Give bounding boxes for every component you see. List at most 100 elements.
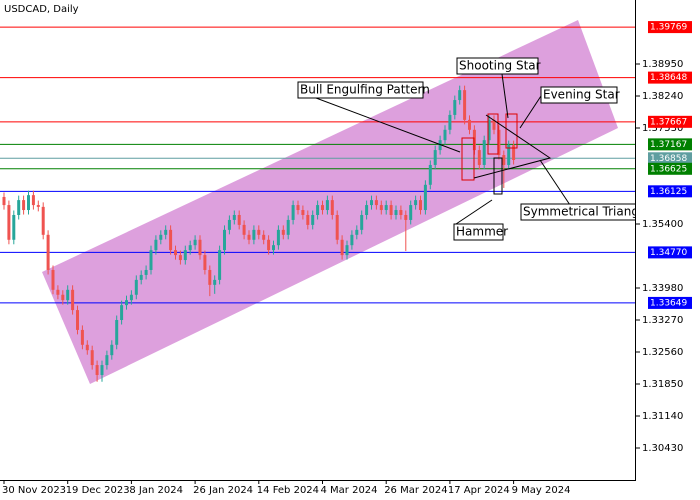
candle-body: [374, 200, 378, 206]
candle-body: [2, 196, 6, 206]
arrow: [519, 95, 542, 129]
x-tick-label: 4 Mar 2024: [321, 485, 378, 496]
candle-body: [512, 145, 516, 160]
candle-body: [174, 250, 177, 256]
candle-body: [414, 200, 418, 206]
candle-body: [360, 214, 364, 230]
candle-body: [335, 214, 339, 240]
level-label: 1.39769: [650, 23, 687, 33]
arrow: [501, 73, 509, 119]
y-tick-label: 1.31850: [642, 379, 683, 390]
candle-body: [281, 229, 285, 235]
candle-body: [296, 205, 300, 211]
candle-body: [252, 229, 256, 240]
candle-body: [134, 279, 138, 295]
level-label: 1.34770: [650, 248, 687, 258]
level-label-box: [648, 71, 692, 84]
level-label: 1.37667: [650, 117, 687, 127]
candle-body: [507, 145, 511, 165]
x-tick-label: 14 Feb 2024: [257, 485, 319, 496]
candle-body: [443, 129, 447, 141]
x-tick-label: 19 Dec 2023: [66, 485, 130, 496]
candle-body: [370, 200, 373, 206]
candle-body: [90, 350, 94, 366]
candle-body: [213, 279, 217, 285]
candle-body: [105, 355, 109, 366]
candle-body: [208, 269, 212, 285]
candle-body: [345, 245, 349, 256]
candle-body: [164, 229, 168, 235]
y-tick-label: 1.38240: [642, 91, 683, 102]
candle-body: [423, 184, 427, 211]
candle-body: [330, 200, 334, 215]
candle-body: [223, 229, 226, 251]
x-tick-label: 26 Jan 2024: [193, 485, 253, 496]
candle-body: [110, 344, 114, 356]
candle-body: [149, 250, 153, 270]
candle-body: [183, 250, 187, 261]
annotation: Hammer: [456, 225, 508, 239]
level-label: 1.36125: [650, 187, 687, 197]
candle-body: [262, 234, 266, 240]
candle-body: [389, 205, 393, 215]
level-label-box: [648, 246, 692, 259]
candle-body: [227, 219, 231, 230]
candle-body: [267, 239, 271, 251]
candle-body: [120, 305, 124, 320]
y-tick-label: 1.33270: [642, 315, 683, 326]
triangle-lines: [473, 114, 552, 179]
price-channel: [42, 20, 618, 384]
candle-body: [159, 234, 163, 240]
level-label-box: [648, 185, 692, 198]
candle-body: [71, 289, 75, 311]
candle-body: [154, 239, 158, 251]
candle-body: [492, 119, 496, 130]
y-tick-label: 1.35400: [642, 219, 683, 230]
candle-body: [355, 229, 359, 235]
candle-body: [409, 205, 413, 220]
engulfing-box: [461, 137, 475, 181]
levels: [0, 26, 636, 304]
level-label-box: [648, 138, 692, 151]
candle-body: [95, 365, 99, 375]
candle-body: [291, 205, 295, 220]
candle-body: [404, 214, 408, 220]
candle-body: [198, 239, 202, 256]
level-label: 1.38648: [650, 73, 687, 83]
candle-body: [276, 229, 280, 246]
candle-body: [17, 200, 21, 215]
candle-body: [306, 214, 310, 225]
level-label-box: [648, 115, 692, 128]
candle-body: [7, 205, 11, 240]
level-label-box: [648, 296, 692, 309]
candle-body: [242, 224, 246, 235]
candle-body: [41, 206, 45, 235]
candle-body: [36, 205, 40, 207]
candle-body: [218, 250, 222, 280]
annotation: Bull Engulfing Pattern: [300, 83, 430, 97]
level-label-box: [648, 21, 692, 34]
candle-body: [477, 150, 481, 165]
candle-body: [85, 344, 89, 351]
candle-body: [482, 140, 486, 165]
candle-body: [237, 214, 241, 225]
y-tick-label: 1.30430: [642, 443, 683, 454]
candle-body: [502, 155, 506, 165]
candle-body: [178, 255, 182, 261]
level-label-box: [648, 152, 692, 165]
candle-body: [321, 205, 324, 211]
candle-body: [448, 114, 452, 130]
y-tick-label: 1.31140: [642, 411, 683, 422]
candle-body: [22, 200, 26, 211]
level-label: 1.37167: [650, 140, 687, 150]
candle-body: [56, 289, 60, 295]
x-tick-label: 8 Jan 2024: [129, 485, 183, 496]
candle-body: [487, 119, 491, 141]
candle-body: [438, 140, 442, 151]
arrow: [539, 159, 571, 206]
chart-title: USDCAD, Daily: [4, 4, 79, 15]
candle-body: [27, 195, 30, 211]
candle-body: [129, 294, 133, 301]
annotation-box: [453, 223, 504, 241]
